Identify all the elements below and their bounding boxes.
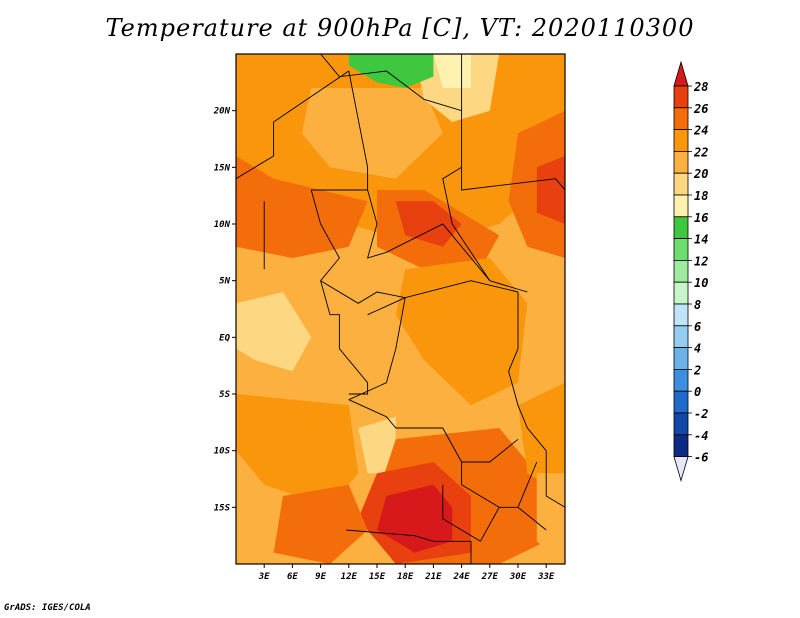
field-region	[536, 473, 565, 564]
colorbar-segment	[673, 347, 689, 370]
colorbar-label: 26	[693, 102, 708, 116]
colorbar-segment	[673, 390, 689, 414]
y-tick-label: 5N	[219, 277, 230, 287]
colorbar-segment	[673, 325, 689, 348]
colorbar-segment	[673, 434, 689, 457]
border-line	[348, 296, 406, 401]
field-region	[301, 88, 443, 179]
y-tick-label: 15N	[214, 163, 231, 173]
x-axis: 3E 6E 9E 12E 15E 18E 21E 24E 27E 30E 33E	[258, 564, 555, 582]
field-region	[236, 156, 368, 258]
y-tick-label: 10N	[214, 220, 231, 230]
country-borders	[236, 54, 565, 564]
border-line	[499, 461, 538, 508]
colorbar-label: 8	[694, 298, 701, 312]
x-tick-label: 12E	[341, 572, 358, 582]
colorbar-segment	[673, 85, 689, 109]
colorbar-segment	[673, 194, 689, 218]
map-frame	[235, 53, 566, 565]
x-tick-label: 33E	[537, 572, 555, 582]
colorbar-label: 4	[694, 342, 701, 356]
x-tick-label: 6E	[287, 572, 298, 582]
colorbar-high-extend	[673, 60, 689, 87]
field-region	[273, 484, 368, 564]
border-line	[442, 484, 481, 542]
colorbar-segment	[673, 150, 689, 174]
colorbar-segment	[673, 216, 689, 240]
colorbar-segment	[673, 368, 689, 392]
colorbar-low-extend	[673, 456, 689, 483]
y-tick-label: 5S	[219, 390, 230, 400]
border-line	[310, 189, 340, 315]
temperature-map	[236, 54, 565, 564]
colorbar-label: 20	[693, 167, 708, 181]
colorbar-segment	[673, 129, 689, 152]
colorbar-segment	[673, 303, 689, 327]
field-region	[395, 201, 462, 247]
colorbar-label: 6	[694, 320, 701, 334]
y-tick-label: 15S	[214, 503, 231, 513]
grads-credit: GrADS: IGES/COLA	[4, 603, 91, 613]
border-line	[517, 506, 547, 531]
colorbar-label: 10	[694, 276, 708, 290]
colorbar-label: 16	[694, 211, 708, 225]
border-line	[508, 292, 547, 451]
border-line	[330, 314, 369, 395]
colorbar-label: 28	[693, 80, 708, 94]
x-tick-label: 9E	[315, 572, 326, 582]
border-line	[461, 167, 565, 191]
field-region	[236, 394, 359, 508]
colorbar-segment	[673, 281, 689, 305]
border-line	[545, 450, 565, 508]
field-region-hot	[377, 484, 453, 553]
border-line	[320, 280, 519, 304]
colorbar-label: 24	[693, 124, 708, 138]
border-line	[366, 189, 491, 281]
field-region-cool	[348, 54, 434, 88]
x-tick-label: 15E	[369, 572, 386, 582]
field-region	[236, 292, 312, 372]
field-region	[536, 156, 565, 224]
colorbar-segment	[673, 107, 689, 131]
border-line	[236, 122, 275, 180]
border-line	[348, 399, 519, 463]
colorbar-segment	[673, 259, 689, 283]
colorbar-label: -2	[694, 407, 708, 421]
border-line	[442, 110, 528, 293]
colorbar-label: 0	[694, 385, 701, 399]
colorbar-label: 14	[694, 233, 708, 247]
colorbar-label: -6	[694, 451, 708, 465]
border-line	[461, 462, 500, 542]
colorbar-label: 18	[694, 189, 708, 203]
colorbar-label: 12	[694, 254, 708, 268]
colorbar-label: -4	[694, 429, 708, 443]
border-line	[348, 70, 369, 190]
x-tick-label: 18E	[397, 572, 414, 582]
field-region	[358, 416, 396, 474]
y-axis: 20N 15N 10N 5N EQ 5S 10S 15S	[213, 107, 236, 513]
y-tick-label: EQ	[219, 333, 230, 343]
colorbar-segment	[673, 172, 689, 196]
colorbar-segment	[673, 238, 689, 261]
y-tick-label: 10S	[214, 447, 231, 457]
colorbar-segment	[673, 412, 689, 436]
x-tick-label: 30E	[509, 572, 527, 582]
border-line	[345, 529, 472, 564]
x-tick-label: 21E	[424, 572, 442, 582]
border-line	[273, 70, 350, 123]
border-line	[320, 54, 463, 112]
y-tick-label: 20N	[213, 107, 231, 117]
field-region	[518, 382, 565, 496]
chart-title: Temperature at 900hPa [C], VT: 202011030…	[105, 14, 695, 42]
colorbar-label: 22	[693, 145, 708, 159]
colorbar-label: 2	[693, 363, 701, 377]
field-region	[395, 258, 528, 406]
x-tick-label: 3E	[258, 572, 270, 582]
x-tick-label: 24E	[452, 572, 470, 582]
x-tick-label: 27E	[481, 572, 499, 582]
